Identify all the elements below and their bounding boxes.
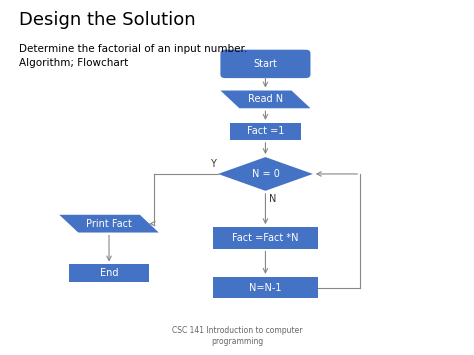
Text: Fact =Fact *N: Fact =Fact *N (232, 233, 299, 243)
Polygon shape (59, 215, 159, 233)
Polygon shape (220, 91, 310, 108)
Text: Read N: Read N (248, 94, 283, 104)
Text: N = 0: N = 0 (252, 169, 279, 179)
Text: Start: Start (254, 59, 277, 69)
Text: Fact =1: Fact =1 (247, 126, 284, 136)
FancyBboxPatch shape (220, 50, 310, 78)
Text: End: End (100, 268, 118, 278)
Polygon shape (218, 157, 313, 191)
Text: N=N-1: N=N-1 (249, 283, 282, 293)
FancyBboxPatch shape (69, 264, 149, 282)
Text: N: N (269, 194, 277, 204)
Text: Design the Solution: Design the Solution (19, 11, 196, 29)
FancyBboxPatch shape (213, 227, 318, 248)
Text: Print Fact: Print Fact (86, 219, 132, 229)
Text: Y: Y (210, 159, 216, 169)
FancyBboxPatch shape (213, 277, 318, 298)
Text: CSC 141 Introduction to computer
programming: CSC 141 Introduction to computer program… (172, 326, 302, 346)
Text: Determine the factorial of an input number.
Algorithm; Flowchart: Determine the factorial of an input numb… (19, 44, 247, 67)
FancyBboxPatch shape (230, 123, 301, 140)
